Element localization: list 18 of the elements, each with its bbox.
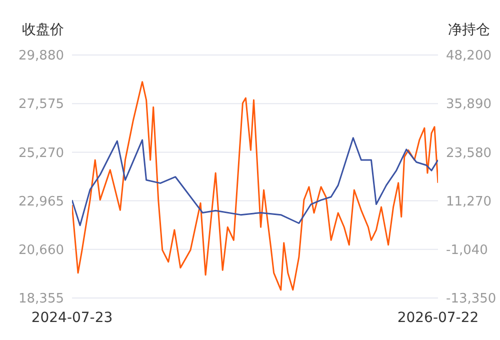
y-tick-label: 27,575 — [18, 97, 64, 112]
y-tick-label: 20,660 — [18, 243, 64, 258]
y2-tick-label: -1,040 — [446, 243, 488, 258]
y-tick-label: 18,355 — [18, 292, 64, 307]
y-axis-title: 收盘价 — [22, 21, 64, 39]
y2-tick-label: 35,890 — [446, 97, 492, 112]
y2-tick-label: -13,350 — [446, 292, 496, 307]
y2-axis-title: 净持仓 — [448, 21, 490, 39]
y2-tick-label: 11,270 — [446, 194, 492, 210]
line-series — [72, 81, 438, 291]
y2-tick-label: 48,200 — [446, 48, 492, 64]
x-tick-label: 2026-07-22 — [397, 310, 479, 326]
x-tick-label: 2024-07-23 — [31, 310, 113, 326]
line-series — [72, 137, 438, 226]
y2-tick-label: 23,580 — [446, 146, 492, 161]
y-tick-label: 29,880 — [18, 48, 64, 64]
y-tick-label: 22,965 — [18, 194, 64, 210]
y-tick-label: 25,270 — [18, 146, 64, 161]
